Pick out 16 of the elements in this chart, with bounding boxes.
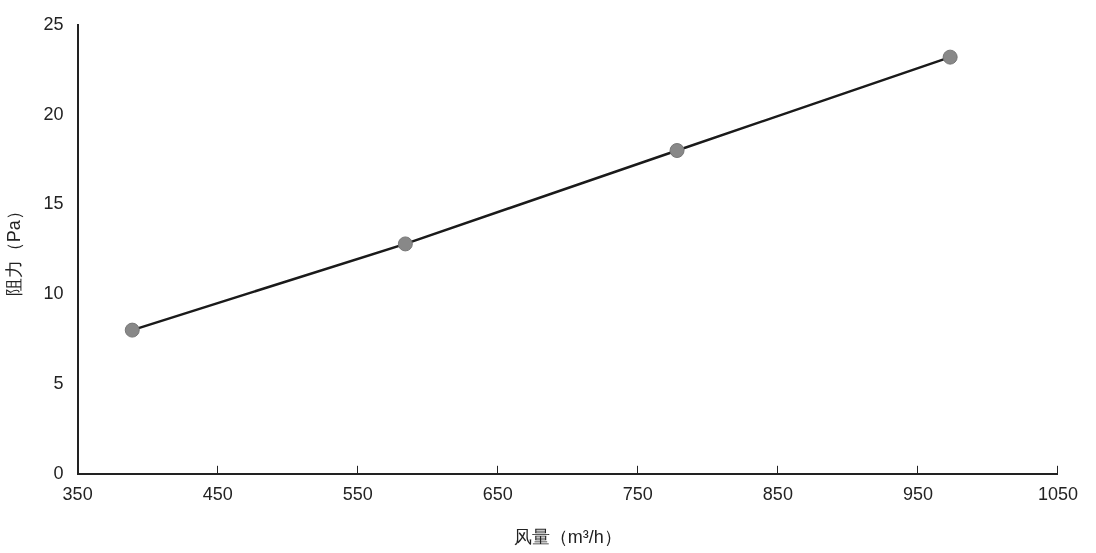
- x-tick-label: 350: [62, 483, 93, 504]
- x-tick-label: 650: [482, 483, 513, 504]
- x-tick-label: 950: [902, 483, 933, 504]
- x-tick-label: 750: [622, 483, 653, 504]
- x-axis-title: 风量（m³/h）: [513, 527, 622, 548]
- x-tick-label: 450: [202, 483, 233, 504]
- y-tick-label: 15: [43, 193, 64, 214]
- y-tick-label: 5: [53, 372, 64, 393]
- y-tick-label: 10: [43, 283, 64, 304]
- x-tick-label: 550: [342, 483, 373, 504]
- y-tick-label: 20: [43, 103, 64, 124]
- y-axis-title: 阻力（Pa）: [3, 202, 24, 297]
- y-tick-label: 0: [53, 462, 64, 483]
- x-tick-label: 1050: [1037, 483, 1078, 504]
- x-tick-label: 850: [762, 483, 793, 504]
- y-tick-label: 25: [43, 13, 64, 34]
